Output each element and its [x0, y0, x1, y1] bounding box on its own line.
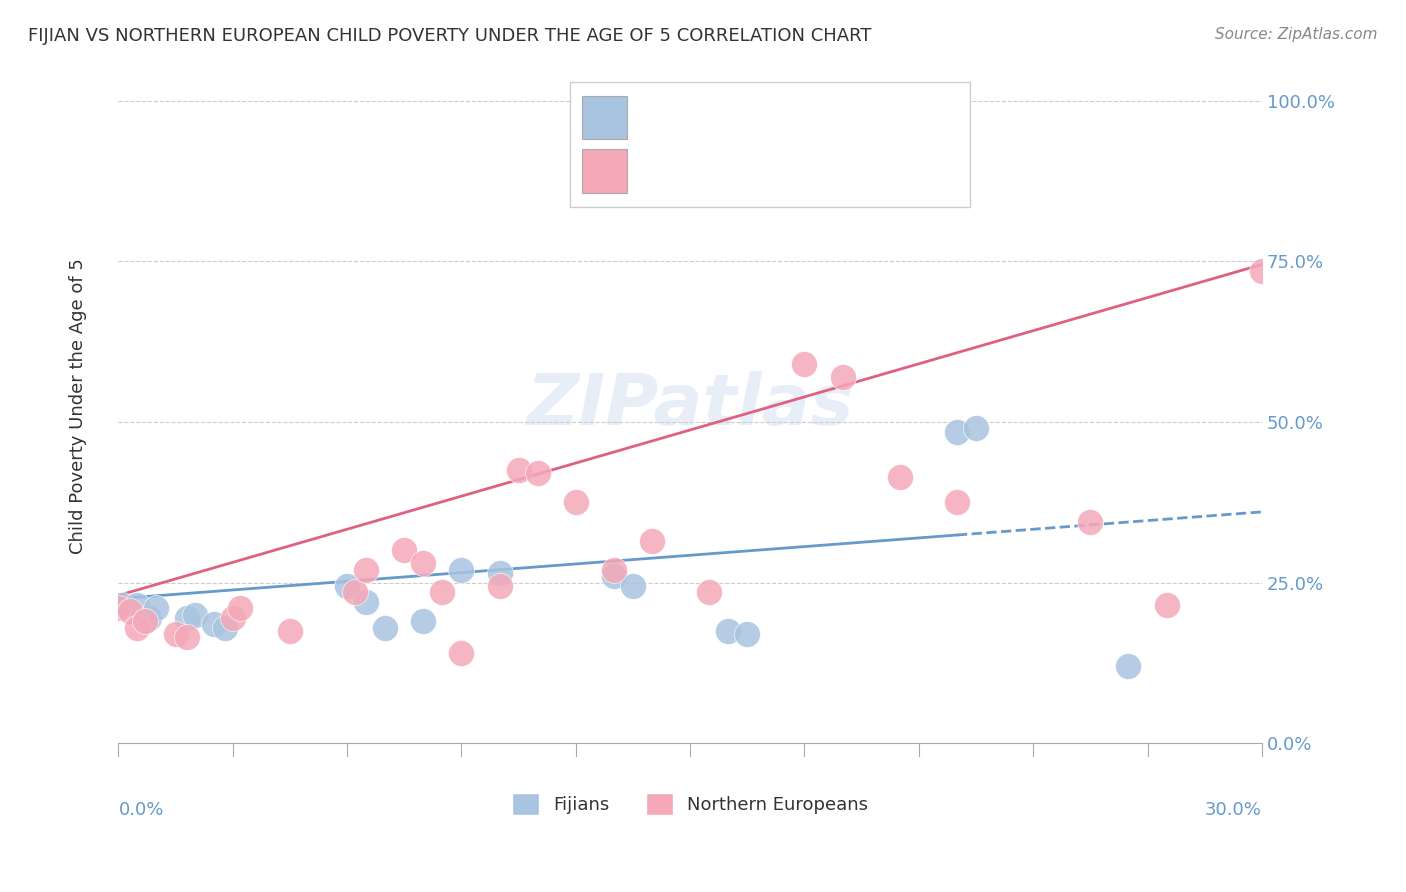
Point	[697, 585, 720, 599]
Point	[603, 563, 626, 577]
Point	[354, 563, 377, 577]
Point	[1156, 598, 1178, 612]
Text: 0.0%: 0.0%	[118, 801, 163, 819]
Point	[621, 579, 644, 593]
Point	[374, 621, 396, 635]
FancyBboxPatch shape	[582, 95, 627, 139]
Point	[107, 601, 129, 615]
Point	[336, 579, 359, 593]
Point	[488, 566, 510, 580]
Point	[526, 467, 548, 481]
Point	[111, 598, 134, 612]
Point	[202, 617, 225, 632]
Point	[165, 627, 187, 641]
Point	[1118, 659, 1140, 673]
Text: ZIPatlas: ZIPatlas	[526, 371, 853, 441]
Point	[831, 370, 853, 384]
Text: R = 0.431   N = 29: R = 0.431 N = 29	[621, 161, 807, 179]
Text: 30.0%: 30.0%	[1205, 801, 1263, 819]
Point	[229, 601, 252, 615]
Point	[965, 421, 987, 435]
Point	[145, 601, 167, 615]
Point	[641, 533, 664, 548]
Point	[432, 585, 454, 599]
Point	[138, 611, 160, 625]
Point	[343, 585, 366, 599]
Point	[488, 579, 510, 593]
Point	[176, 611, 198, 625]
Point	[889, 469, 911, 483]
Text: Child Poverty Under the Age of 5: Child Poverty Under the Age of 5	[69, 258, 87, 554]
Text: Source: ZipAtlas.com: Source: ZipAtlas.com	[1215, 27, 1378, 42]
Point	[450, 563, 472, 577]
Point	[737, 627, 759, 641]
Point	[565, 495, 588, 509]
Text: R = 0.165   N = 21: R = 0.165 N = 21	[621, 106, 807, 125]
Point	[222, 611, 245, 625]
Point	[946, 425, 969, 439]
Point	[946, 495, 969, 509]
Point	[127, 598, 149, 612]
Point	[183, 607, 205, 622]
Point	[793, 357, 815, 371]
Point	[1080, 515, 1102, 529]
Point	[394, 543, 416, 558]
Point	[127, 621, 149, 635]
Text: FIJIAN VS NORTHERN EUROPEAN CHILD POVERTY UNDER THE AGE OF 5 CORRELATION CHART: FIJIAN VS NORTHERN EUROPEAN CHILD POVERT…	[28, 27, 872, 45]
Point	[134, 614, 156, 628]
Point	[1251, 264, 1274, 278]
Point	[354, 595, 377, 609]
Point	[412, 614, 434, 628]
Point	[603, 569, 626, 583]
Point	[508, 463, 530, 477]
Point	[176, 630, 198, 644]
Point	[412, 557, 434, 571]
FancyBboxPatch shape	[569, 82, 970, 207]
FancyBboxPatch shape	[582, 150, 627, 194]
Point	[214, 621, 236, 635]
Point	[450, 646, 472, 660]
Point	[717, 624, 740, 638]
Point	[118, 605, 141, 619]
Legend: Fijians, Northern Europeans: Fijians, Northern Europeans	[505, 786, 876, 822]
Point	[278, 624, 301, 638]
